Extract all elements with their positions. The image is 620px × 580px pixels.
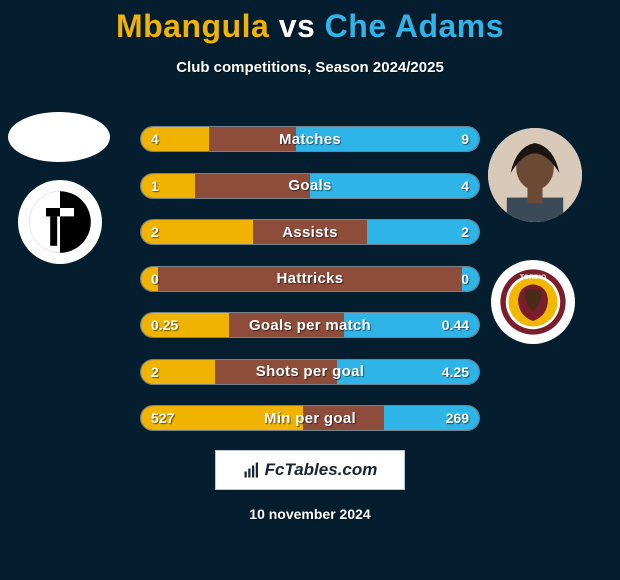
comparison-title: Mbangula vs Che Adams bbox=[0, 0, 620, 45]
player1-avatar bbox=[8, 112, 110, 162]
stat-label: Hattricks bbox=[141, 267, 479, 291]
subtitle: Club competitions, Season 2024/2025 bbox=[0, 59, 620, 76]
svg-text:TORINO: TORINO bbox=[520, 274, 546, 281]
stat-label: Matches bbox=[141, 127, 479, 151]
stats-comparison-chart: 49Matches 14Goals 22Assists 00Hattricks 0.25… bbox=[140, 126, 480, 452]
stat-label: Shots per goal bbox=[141, 360, 479, 384]
player1-name: Mbangula bbox=[116, 8, 269, 44]
vs-label: vs bbox=[279, 8, 316, 44]
stat-label: Min per goal bbox=[141, 406, 479, 430]
stat-row: 24.25Shots per goal bbox=[140, 359, 480, 385]
stat-row: 0.250.44Goals per match bbox=[140, 312, 480, 338]
player2-club-badge: TORINO bbox=[491, 260, 575, 344]
stat-label: Goals bbox=[141, 174, 479, 198]
player2-name: Che Adams bbox=[325, 8, 504, 44]
stat-row: 00Hattricks bbox=[140, 266, 480, 292]
brand-text: FcTables.com bbox=[265, 460, 378, 480]
player2-avatar bbox=[488, 128, 582, 222]
stat-row: 49Matches bbox=[140, 126, 480, 152]
footer-date: 10 november 2024 bbox=[249, 506, 370, 522]
fctables-logo: FcTables.com bbox=[215, 450, 405, 490]
stat-row: 527269Min per goal bbox=[140, 405, 480, 431]
stat-row: 14Goals bbox=[140, 173, 480, 199]
stat-label: Assists bbox=[141, 220, 479, 244]
stat-row: 22Assists bbox=[140, 219, 480, 245]
stat-label: Goals per match bbox=[141, 313, 479, 337]
player1-club-badge bbox=[18, 180, 102, 264]
